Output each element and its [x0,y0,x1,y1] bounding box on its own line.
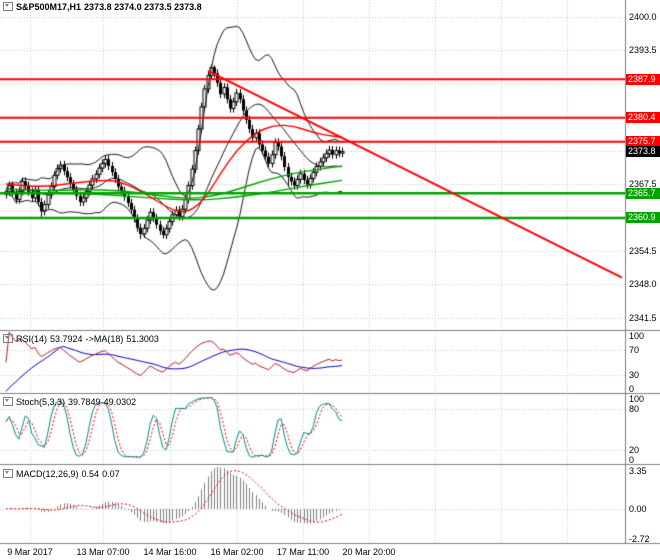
rsi-value: 53.7924 [50,334,83,344]
rsi-label: RSI(14) [16,334,48,344]
rsi-header: RSI(14) 53.7924 ->MA(18) 51.3003 [3,334,162,344]
macd-signal-value: 0.07 [102,469,120,479]
rsi-ma-value: 51.3003 [126,334,159,344]
chart-symbol-timeframe: S&P500M17,H1 [16,2,82,12]
stoch-header: Stoch(5,3,3) 39.7849 49.0302 [3,397,139,407]
stoch-k-value: 39.7849 [68,397,101,407]
macd-header: MACD(12,26,9) 0.54 0.07 [3,469,123,479]
rsi-ma-label: ->MA(18) [85,334,124,344]
chart-ohlc-values: 2373.8 2374.0 2373.5 2373.8 [84,2,202,12]
macd-indicator-icon [3,469,13,478]
mini-chart-icon [3,2,13,11]
chart-header: S&P500M17,H1 2373.8 2374.0 2373.5 2373.8 [3,2,205,12]
stoch-d-value: 49.0302 [103,397,137,407]
rsi-indicator-icon [3,334,13,343]
macd-label: MACD(12,26,9) [16,469,79,479]
stoch-indicator-icon [3,397,13,406]
macd-value: 0.54 [81,469,100,479]
stoch-label: Stoch(5,3,3) [16,397,66,407]
